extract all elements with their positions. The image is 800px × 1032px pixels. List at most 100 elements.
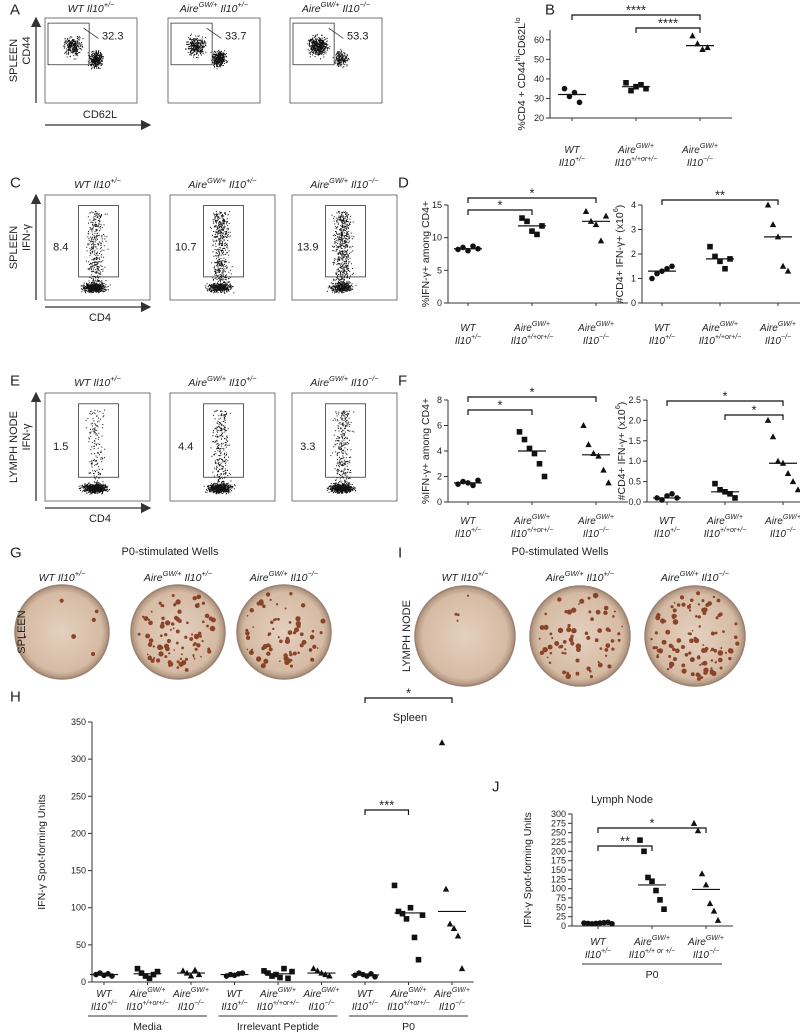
- panel-letter: B: [545, 2, 555, 19]
- plot-title-sup: +/−: [110, 374, 121, 383]
- y-tick-label: 200: [551, 846, 566, 856]
- x-tick-label: WT: [659, 516, 675, 527]
- gate: [78, 403, 119, 478]
- significance-label: ****: [626, 3, 646, 18]
- group-label: Irrelevant Peptide: [237, 1021, 319, 1032]
- x-tick-label-part: Aire: [617, 145, 636, 156]
- well-rim: [533, 589, 627, 683]
- x-tick-label: Il10−/−: [693, 948, 719, 961]
- y-axis-label-part: %CD4 + CD44: [516, 61, 528, 130]
- x-tick-label-part: Il10: [308, 1002, 325, 1013]
- x-tick-label: AireGW/+: [577, 321, 614, 334]
- point: [669, 491, 675, 497]
- x-tick-label-part: Aire: [433, 989, 452, 1000]
- plot-title-sup: +/−: [104, 0, 115, 9]
- y-tick-label: 300: [551, 809, 566, 819]
- plot-title-sup: GW/+: [329, 176, 349, 185]
- point: [580, 422, 587, 428]
- point: [704, 44, 711, 51]
- point: [645, 874, 651, 881]
- x-tick-label-part: Il10: [178, 1002, 195, 1013]
- point: [521, 436, 528, 443]
- x-tick-label-part: Aire: [633, 937, 652, 948]
- point: [179, 967, 187, 974]
- y-tick-label: 300: [71, 754, 86, 764]
- y-axis-label-part: ): [616, 402, 628, 406]
- point: [769, 433, 777, 440]
- significance-bracket: [661, 199, 779, 205]
- point: [561, 85, 568, 92]
- x-tick-label-sup: +/+or+/−: [631, 156, 657, 163]
- point: [146, 975, 153, 982]
- y-tick-label: 100: [551, 884, 566, 894]
- point: [134, 965, 141, 972]
- x-tick-label-part: WT: [564, 145, 580, 156]
- x-tick-label-part: WT: [590, 937, 606, 948]
- cytometry-events: [185, 33, 228, 70]
- y-axis-label-sup: 6: [613, 405, 622, 409]
- point: [534, 231, 540, 238]
- y-tick-label: 30: [534, 93, 544, 103]
- tissue-label: SPLEEN: [8, 226, 20, 269]
- point: [195, 971, 203, 978]
- plot-title-part: Aire: [187, 179, 207, 191]
- gate-value: 32.3: [102, 31, 123, 43]
- plot-title-sup: +/−: [246, 176, 257, 185]
- y-marker-label: IFN-γ: [21, 423, 33, 450]
- point: [415, 956, 422, 963]
- x-tick-label: Il10+/−: [352, 1000, 378, 1013]
- x-tick-label-sup: +/−: [368, 1000, 378, 1007]
- x-tick-label-sup: +/+or+/−: [142, 1000, 168, 1007]
- significance-bracket: [467, 409, 533, 415]
- well-label: AireGW/+ Il10−/−: [249, 569, 319, 584]
- x-tick-label: AireGW/+: [701, 321, 738, 334]
- significance-label: ****: [658, 16, 678, 31]
- x-tick-label-sup: GW/+: [652, 935, 670, 942]
- significance-bracket: [597, 845, 653, 851]
- x-tick-label-sup: −/−: [325, 1000, 335, 1007]
- x-tick-label-part: Aire: [577, 323, 596, 334]
- well-label-part: Il10: [699, 572, 719, 584]
- x-tick-label: Il10+/+or+/−: [699, 334, 742, 347]
- point: [707, 243, 713, 250]
- point: [524, 218, 530, 225]
- point: [769, 221, 777, 228]
- point: [637, 837, 643, 843]
- x-tick-label-part: Aire: [687, 937, 706, 948]
- y-axis-label-part: #CD4+ IFN-γ+ (x10: [614, 212, 626, 303]
- well-label-part: Aire: [545, 572, 565, 584]
- significance-bracket: [666, 400, 784, 406]
- significance-label: *: [406, 686, 411, 701]
- x-tick-label-part: Il10: [583, 529, 600, 540]
- point: [442, 885, 450, 892]
- y-tick-label: 15: [432, 200, 442, 210]
- point: [664, 493, 670, 499]
- point: [789, 478, 797, 485]
- y-tick-label: 3: [631, 225, 636, 235]
- plot-title-part: Aire: [179, 3, 199, 15]
- significance-bracket: [635, 27, 701, 33]
- x-tick-label-part: Aire: [701, 323, 720, 334]
- tissue-label: SPLEEN: [8, 39, 20, 82]
- x-tick-label: AireGW/+: [687, 935, 724, 948]
- x-tick-label-sup: GW/+: [532, 321, 550, 328]
- x-tick-label-part: Aire: [259, 989, 278, 1000]
- x-tick-label-part: Il10: [221, 1002, 238, 1013]
- point: [774, 457, 782, 464]
- x-tick-label-part: Aire: [172, 989, 191, 1000]
- y-axis-label: %IFN-γ+ among CD4+: [420, 398, 432, 504]
- cytometry-events: [205, 211, 235, 294]
- x-tick-label-sup: −/−: [786, 527, 796, 534]
- plot-title-sup: −/−: [368, 176, 379, 185]
- x-tick-label-sup: +/−: [471, 527, 481, 534]
- point: [519, 215, 525, 221]
- x-marker-label: CD4: [89, 312, 111, 324]
- x-tick-label-sup: −/−: [709, 948, 719, 955]
- panel-letter: G: [10, 545, 22, 562]
- y-tick-label: 2.5: [628, 395, 641, 405]
- x-tick-label: Il10+/−: [585, 948, 611, 961]
- point: [455, 246, 461, 253]
- well-label-sup: −/−: [307, 569, 318, 578]
- well-label: AireGW/+ Il10+/−: [545, 569, 615, 584]
- point: [460, 478, 466, 485]
